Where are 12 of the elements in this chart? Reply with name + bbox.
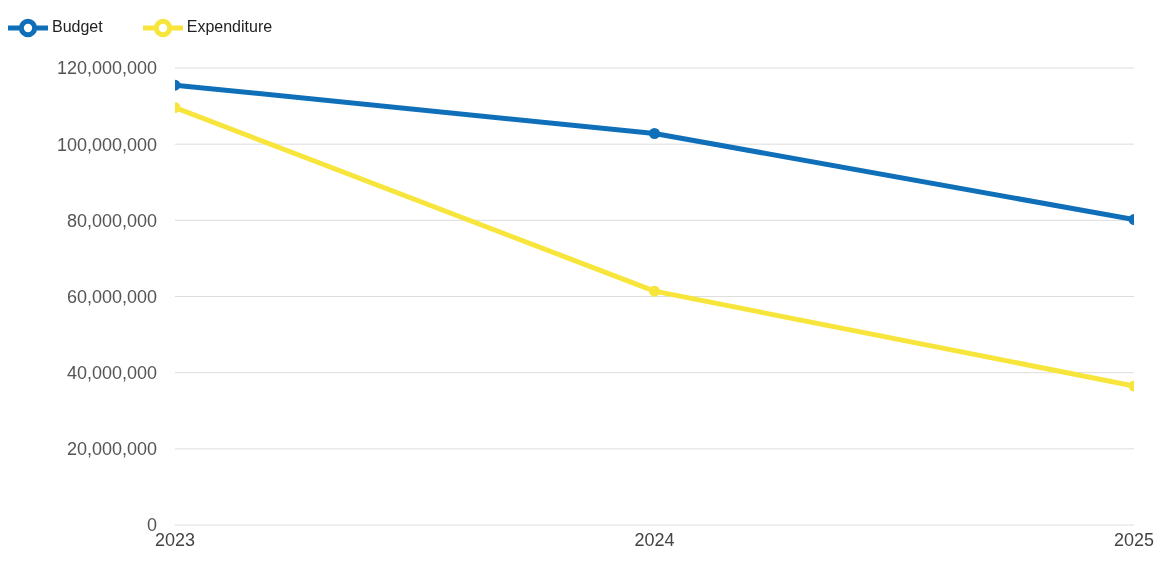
legend-label: Expenditure [186,18,273,36]
y-tick-label: 100,000,000 [56,134,157,155]
x-tick-label: 2024 [634,529,675,550]
x-tick-label: 2023 [154,529,196,550]
y-tick-label: 0 [146,515,157,536]
y-tick-label: 80,000,000 [66,210,157,231]
y-tick-label: 60,000,000 [66,286,157,307]
legend-label: Budget [52,18,103,36]
y-tick-label: 120,000,000 [56,58,157,79]
y-tick-label: 40,000,000 [66,363,157,384]
y-tick-label: 20,000,000 [66,439,157,460]
x-tick-label: 2025 [1113,529,1155,550]
